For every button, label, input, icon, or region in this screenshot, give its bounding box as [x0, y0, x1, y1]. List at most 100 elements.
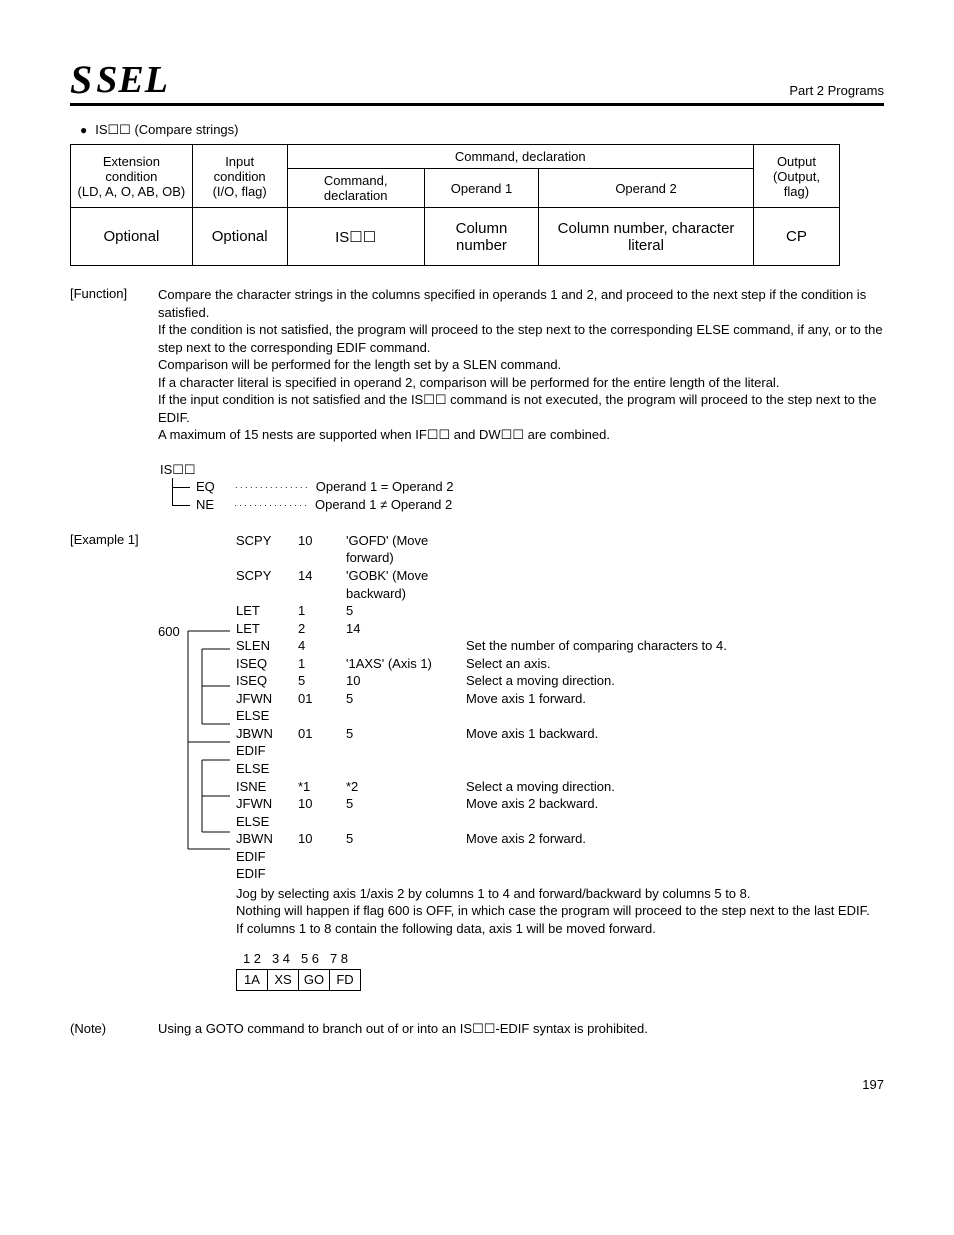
code-comment [466, 848, 884, 866]
code-a2 [346, 865, 466, 883]
header-rule [70, 103, 884, 106]
code-a2 [346, 760, 466, 778]
code-comment: Set the number of comparing characters t… [466, 637, 884, 655]
code-a2: 5 [346, 690, 466, 708]
code-a2: *2 [346, 778, 466, 796]
td-cmd: IS☐☐ [287, 208, 424, 266]
code-cmd: SCPY [236, 567, 298, 585]
code-comment [466, 567, 884, 585]
logo-s: S [70, 60, 96, 100]
code-a1: 10 [298, 532, 346, 550]
tree-leaf-eq: EQ ··············· Operand 1 = Operand 2 [184, 478, 884, 496]
th-input: Input condition (I/O, flag) [192, 145, 287, 208]
page-header: S SEL Part 2 Programs [70, 60, 884, 100]
code-comment: Move axis 1 backward. [466, 725, 884, 743]
code-grid: SCPY10'GOFD' (Moveforward)SCPY14'GOBK' (… [236, 532, 884, 883]
td-out: CP [753, 208, 839, 266]
code-cmd: EDIF [236, 848, 298, 866]
coln-3: 7 8 [327, 950, 351, 968]
code-a2 [346, 707, 466, 725]
code-a2: 5 [346, 725, 466, 743]
func-p6: A maximum of 15 nests are supported when… [158, 426, 884, 444]
th-ext-l2: (LD, A, O, AB, OB) [77, 184, 186, 199]
code-comment: Move axis 2 backward. [466, 795, 884, 813]
code-cmd: ELSE [236, 707, 298, 725]
tree-ne: NE [196, 497, 214, 512]
bracket-svg [158, 532, 236, 872]
code-cmd: EDIF [236, 742, 298, 760]
code-comment [466, 760, 884, 778]
tree-eq: EQ [196, 479, 215, 494]
td-op2: Column number, character literal [539, 208, 754, 266]
th-cmd-group: Command, declaration [287, 145, 753, 169]
code-a2 [346, 742, 466, 760]
cell-2: GO [299, 970, 330, 991]
cell-0: 1A [237, 970, 268, 991]
code-cmd: ISNE [236, 778, 298, 796]
code-a2: '1AXS' (Axis 1) [346, 655, 466, 673]
code-a1 [298, 760, 346, 778]
section-title: ● IS☐☐ (Compare strings) [80, 122, 884, 138]
code-a1 [298, 707, 346, 725]
code-a2: 5 [346, 795, 466, 813]
tree-leaf-ne: NE ··············· Operand 1 ≠ Operand 2 [184, 496, 884, 514]
code-a1: 14 [298, 567, 346, 585]
code-cmd: LET [236, 602, 298, 620]
code-cmd: SCPY [236, 532, 298, 550]
note-row: (Note) Using a GOTO command to branch ou… [70, 1021, 884, 1037]
func-p3: Comparison will be performed for the len… [158, 356, 884, 374]
after2: Nothing will happen if flag 600 is OFF, … [236, 902, 884, 920]
example-notes: Jog by selecting axis 1/axis 2 by column… [236, 885, 884, 991]
th-in-l1: Input condition [199, 154, 281, 184]
coln-0: 1 2 [240, 950, 264, 968]
th-out-l2: (Output, flag) [760, 169, 833, 199]
example-body: 600 [158, 532, 884, 991]
example-label: [Example 1] [70, 532, 158, 991]
note-text: Using a GOTO command to branch out of or… [158, 1021, 648, 1037]
code-a1 [298, 865, 346, 883]
code-a2-cont: backward) [346, 585, 466, 603]
td-ext: Optional [71, 208, 193, 266]
code-comment [466, 865, 884, 883]
code-cmd: JBWN [236, 725, 298, 743]
code-a1: 1 [298, 602, 346, 620]
code-cmd: ISEQ [236, 655, 298, 673]
code-cmd: SLEN [236, 637, 298, 655]
code-comment [466, 620, 884, 638]
logo-sel: SEL [96, 61, 169, 99]
after3: If columns 1 to 8 contain the following … [236, 920, 884, 938]
code-a1: 10 [298, 795, 346, 813]
code-a1: 1 [298, 655, 346, 673]
code-a2-cont: forward) [346, 549, 466, 567]
cell-3: FD [330, 970, 361, 991]
code-a1: 4 [298, 637, 346, 655]
bracket-column: 600 [158, 532, 236, 883]
th-op1: Operand 1 [424, 169, 538, 208]
th-ext-l1: Extension condition [77, 154, 186, 184]
th-in-l2: (I/O, flag) [199, 184, 281, 199]
part-label: Part 2 Programs [789, 83, 884, 100]
coln-2: 5 6 [298, 950, 322, 968]
code-a1 [298, 742, 346, 760]
is-tree: IS☐☐ EQ ··············· Operand 1 = Oper… [160, 462, 884, 514]
code-a2: 10 [346, 672, 466, 690]
code-comment [466, 813, 884, 831]
code-cmd: EDIF [236, 865, 298, 883]
mini-table: 1A XS GO FD [236, 969, 361, 991]
th-op2: Operand 2 [539, 169, 754, 208]
code-a2: 'GOFD' (Move [346, 532, 466, 550]
th-output: Output (Output, flag) [753, 145, 839, 208]
after1: Jog by selecting axis 1/axis 2 by column… [236, 885, 884, 903]
code-comment [466, 707, 884, 725]
note-label: (Note) [70, 1021, 158, 1037]
code-comment [466, 742, 884, 760]
code-cmd: ELSE [236, 813, 298, 831]
func-p1: Compare the character strings in the col… [158, 286, 884, 321]
code-a1: 01 [298, 690, 346, 708]
func-p5: If the input condition is not satisfied … [158, 391, 884, 426]
tree-ne-desc: Operand 1 ≠ Operand 2 [315, 497, 452, 512]
code-comment: Select a moving direction. [466, 672, 884, 690]
code-comment: Move axis 1 forward. [466, 690, 884, 708]
func-p4: If a character literal is specified in o… [158, 374, 884, 392]
td-op1: Column number [424, 208, 538, 266]
